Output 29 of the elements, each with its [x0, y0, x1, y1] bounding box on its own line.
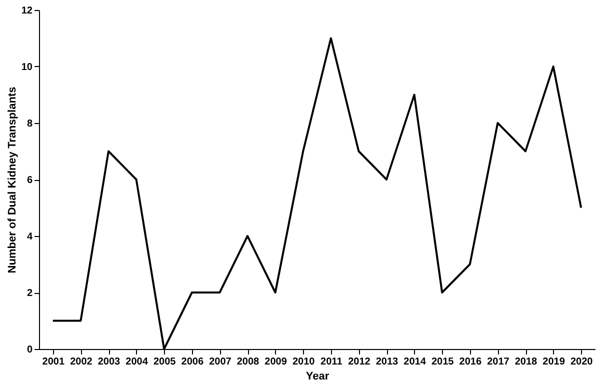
x-tick-label: 2007	[209, 356, 232, 368]
x-tick-label: 2005	[153, 356, 176, 368]
x-tick-label: 2015	[431, 356, 454, 368]
y-tick-label: 12	[21, 6, 33, 16]
x-tick-label: 2009	[264, 356, 288, 368]
y-tick-label: 4	[26, 232, 33, 242]
x-tick-label: 2001	[42, 356, 65, 368]
x-tick-label: 2008	[236, 356, 260, 368]
x-tick-label: 2006	[181, 356, 204, 368]
x-tick-label: 2017	[487, 356, 510, 368]
x-tick-label: 2016	[459, 356, 482, 368]
x-tick-label: 2013	[376, 356, 399, 368]
y-tick-label: 2	[26, 288, 33, 299]
x-tick-label: 2003	[98, 356, 121, 368]
x-tick-label: 2010	[292, 356, 316, 368]
x-tick-label: 2004	[126, 356, 148, 368]
y-axis-title: Number of Dual Kidney Transplants	[6, 86, 18, 274]
x-tick-label: 2002	[70, 356, 93, 368]
x-tick-label: 2014	[404, 356, 426, 368]
y-tick-label: 6	[26, 175, 33, 186]
x-tick-label: 2019	[542, 356, 566, 368]
x-tick-label: 2020	[570, 356, 594, 368]
y-tick-label: 8	[26, 118, 33, 130]
x-tick-label: 2018	[514, 356, 538, 368]
x-tick-label: 2011	[320, 356, 343, 368]
y-tick-label: 10	[21, 62, 33, 73]
x-axis-title: Year	[306, 370, 330, 382]
x-tick-label: 2012	[348, 356, 371, 368]
y-tick-label: 0	[26, 344, 33, 356]
